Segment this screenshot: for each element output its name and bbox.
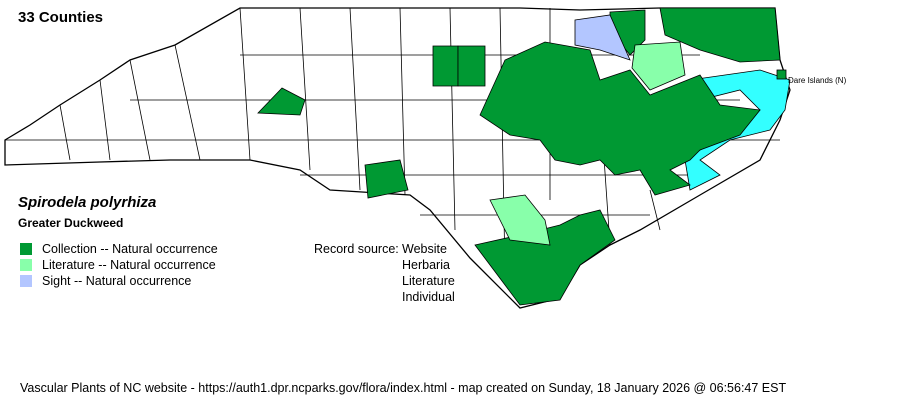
record-source-herbaria: Herbaria bbox=[402, 258, 450, 272]
legend-label: Literature -- Natural occurrence bbox=[42, 258, 216, 272]
pamlico-albemarle-sound bbox=[684, 69, 791, 191]
legend-item-literature: Literature -- Natural occurrence bbox=[20, 258, 216, 272]
county-collection bbox=[479, 41, 761, 196]
county-literature bbox=[489, 194, 551, 246]
legend-label: Sight -- Natural occurrence bbox=[42, 274, 192, 288]
legend-swatch bbox=[20, 275, 32, 287]
record-source-label: Record source: bbox=[314, 242, 399, 256]
dare-islands-marker bbox=[776, 69, 787, 80]
common-name: Greater Duckweed bbox=[18, 216, 124, 230]
dare-islands-label: Dare Islands (N) bbox=[788, 76, 847, 85]
scientific-name: Spirodela polyrhiza bbox=[18, 194, 157, 211]
footer-credit: Vascular Plants of NC website - https://… bbox=[20, 381, 787, 395]
county-count: 33 Counties bbox=[18, 9, 104, 26]
legend-item-sight: Sight -- Natural occurrence bbox=[20, 274, 191, 288]
legend-item-collection: Collection -- Natural occurrence bbox=[20, 242, 218, 256]
county-collection bbox=[364, 159, 409, 199]
legend-swatch bbox=[20, 259, 32, 271]
county-collection bbox=[432, 45, 459, 87]
county-literature bbox=[631, 41, 686, 91]
record-source-individual: Individual bbox=[402, 290, 455, 304]
record-source-website: Website bbox=[402, 242, 447, 256]
county-sight bbox=[574, 14, 631, 61]
legend-swatch bbox=[20, 243, 32, 255]
county-boundaries bbox=[5, 7, 780, 271]
county-collection bbox=[659, 7, 781, 63]
county-collection bbox=[257, 87, 306, 116]
record-source-literature: Literature bbox=[402, 274, 455, 288]
county-collection bbox=[457, 45, 486, 87]
legend-label: Collection -- Natural occurrence bbox=[42, 242, 218, 256]
